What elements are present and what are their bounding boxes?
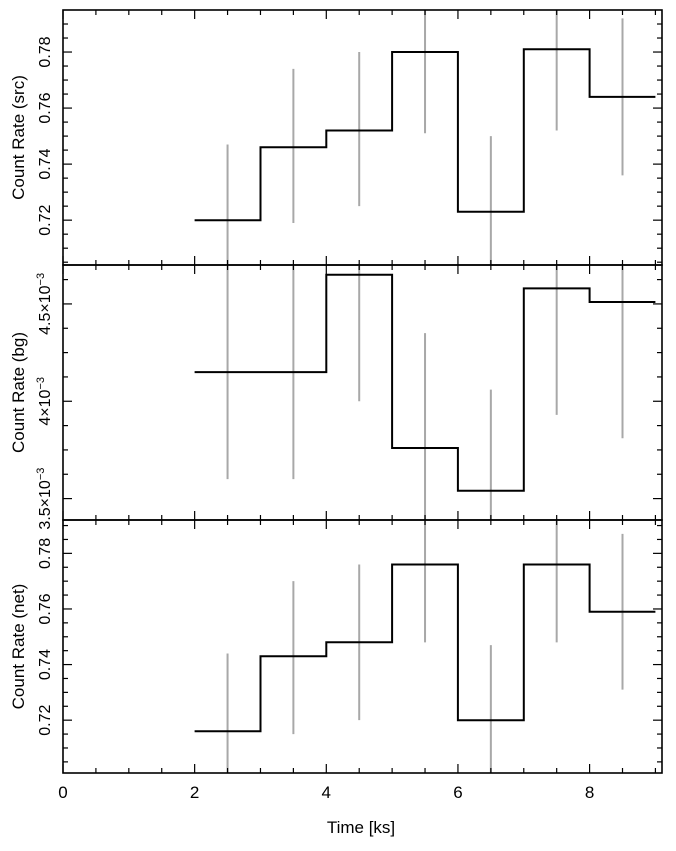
step-line [194,273,656,492]
y-tick-label: 0.74 [37,148,54,179]
y-tick-label: 4.5×10−3 [35,273,54,335]
x-tick-label: 8 [585,783,594,802]
x-tick-label: 6 [453,783,462,802]
panel-2-data [194,265,656,520]
y-tick-label: 0.76 [37,92,54,123]
x-tick-label: 0 [58,783,67,802]
y-tick-label-base: 4.5×10 [37,285,54,334]
y-tick-label: 4×10−3 [35,377,54,426]
panel-3-data [194,520,656,773]
y-tick-label: 0.78 [37,538,54,569]
y-tick-label-exponent: −3 [35,468,47,481]
panel-1-data [194,10,656,265]
y-axis-title: Count Rate (net) [9,584,28,710]
panel-frame [62,264,663,521]
y-tick-label-base: 4×10 [37,389,54,425]
panel-3: 0.72 0.74 0.76 0.78 0 2 4 6 8 Count Rate (net) [9,519,663,802]
y-tick-label: 0.78 [37,36,54,67]
x-axis-title: Time [ks] [327,818,395,837]
y-tick-label: 0.76 [37,593,54,624]
y-tick-label: 3.5×10−3 [35,468,54,530]
y-tick-label: 0.74 [37,649,54,680]
y-tick-label: 0.72 [37,705,54,736]
step-line [194,48,656,222]
y-axis-title: Count Rate (bg) [9,332,28,453]
panel-frame [62,519,663,774]
step-line [194,563,656,733]
y-axis-title: Count Rate (src) [9,75,28,200]
panel-1: 0.72 0.74 0.76 0.78 Count Rate (src) [9,9,663,266]
x-tick-label: 2 [190,783,199,802]
y-tick-label-base: 3.5×10 [37,480,54,529]
y-tick-label-exponent: −3 [35,273,47,286]
y-tick-label-exponent: −3 [35,377,47,390]
x-tick-label: 4 [322,783,331,802]
y-tick-label: 0.72 [37,205,54,236]
